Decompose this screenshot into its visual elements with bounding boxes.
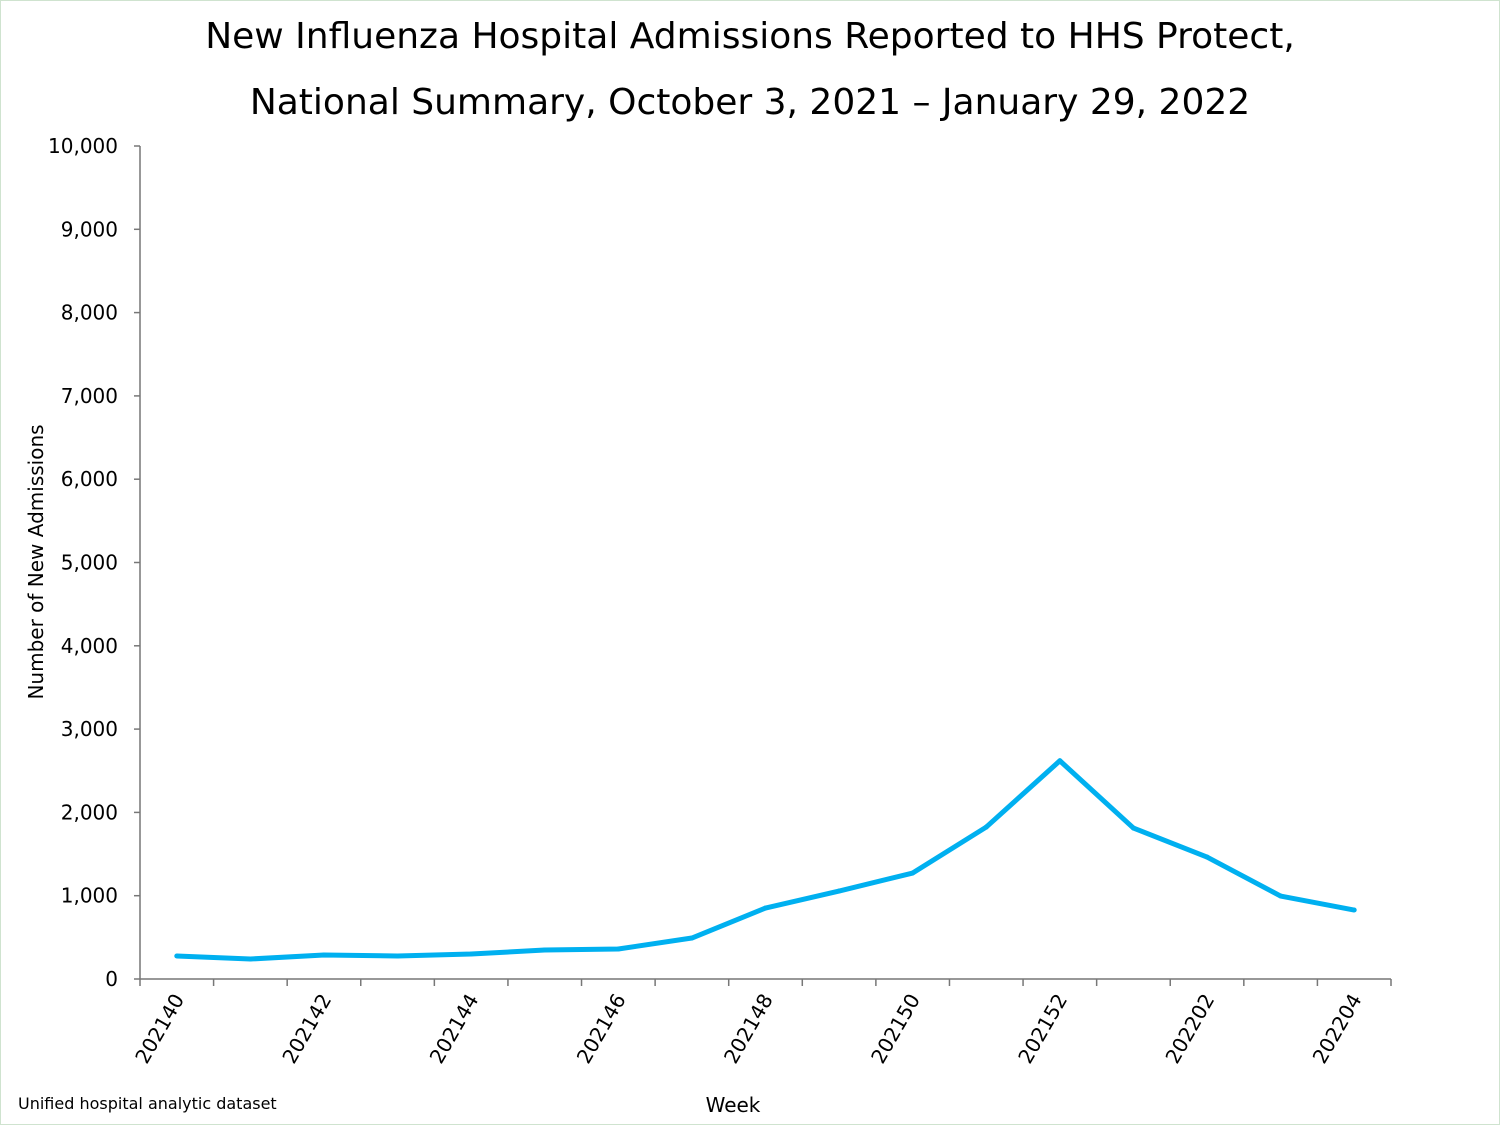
x-tick-label: 202148 xyxy=(719,990,778,1068)
x-tick-label: 202204 xyxy=(1308,990,1367,1068)
series-line xyxy=(176,758,1355,962)
x-tick-label: 202146 xyxy=(572,990,631,1068)
x-tick-label: 202202 xyxy=(1160,990,1219,1068)
data-point xyxy=(542,947,548,953)
y-tick-label: 2,000 xyxy=(61,800,118,824)
data-point xyxy=(1278,893,1284,899)
x-tick-label: 202150 xyxy=(866,990,925,1068)
x-tick-label: 202152 xyxy=(1013,990,1072,1068)
data-point xyxy=(763,905,768,911)
data-point xyxy=(247,956,253,962)
y-tick-label: 3,000 xyxy=(61,717,118,741)
y-tick-label: 8,000 xyxy=(61,301,118,325)
data-point xyxy=(1351,907,1357,913)
x-tick-label: 202142 xyxy=(277,990,336,1068)
data-point xyxy=(174,953,180,959)
y-tick-label: 5,000 xyxy=(61,551,118,575)
data-point xyxy=(615,946,621,952)
y-axis-label: Number of New Admissions xyxy=(24,424,48,699)
data-point xyxy=(910,870,916,876)
data-point xyxy=(1057,758,1063,764)
y-tick-label: 10,000 xyxy=(48,134,118,158)
source-note: Unified hospital analytic dataset xyxy=(18,1094,277,1113)
data-point xyxy=(1204,854,1210,860)
data-point xyxy=(689,935,695,941)
y-tick-label: 1,000 xyxy=(61,884,118,908)
chart-title-line-1: New Influenza Hospital Admissions Report… xyxy=(205,16,1295,57)
y-tick-label: 4,000 xyxy=(61,634,118,658)
x-tick-label: 202140 xyxy=(130,990,189,1068)
x-axis-label: Week xyxy=(706,1093,761,1117)
y-tick-label: 0 xyxy=(105,967,118,991)
data-point xyxy=(836,888,842,894)
y-tick-label: 6,000 xyxy=(61,467,118,491)
data-point xyxy=(395,953,401,959)
data-point xyxy=(983,824,989,830)
y-tick-label: 9,000 xyxy=(61,217,118,241)
data-point xyxy=(1130,825,1136,831)
data-point xyxy=(321,952,327,958)
x-tick-label: 202144 xyxy=(425,990,484,1068)
y-tick-label: 7,000 xyxy=(61,384,118,408)
chart-title-line-2: National Summary, October 3, 2021 – Janu… xyxy=(250,82,1250,123)
data-point xyxy=(468,951,474,957)
